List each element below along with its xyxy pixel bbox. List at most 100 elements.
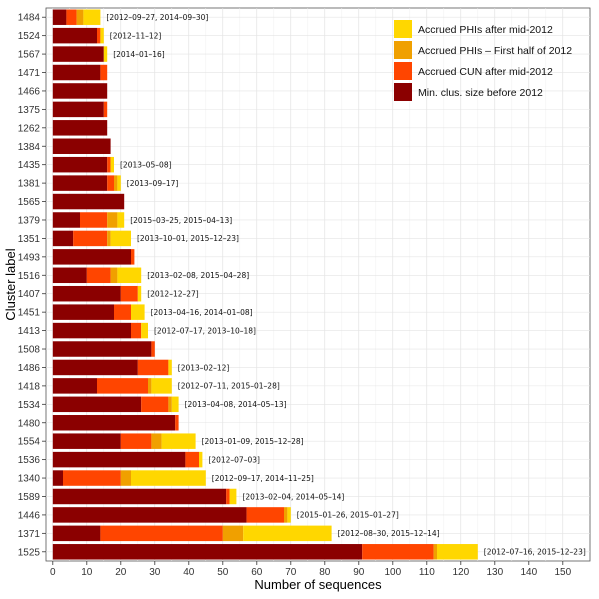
bar-segment-1484-series-1: [66, 9, 77, 25]
bar-segment-1508-series-1: [151, 341, 155, 357]
date-label-1413: [2012–07–17, 2013–10–18]: [154, 326, 256, 335]
bar-segment-1480-series-0: [52, 415, 176, 431]
bar-segment-1525-series-0: [52, 544, 363, 560]
y-tick-label-1524: 1524: [18, 31, 41, 42]
x-tick-label-110: 110: [419, 567, 435, 578]
date-label-1435: [2013–05–08]: [120, 160, 172, 169]
bar-segment-1451-series-0: [52, 304, 114, 320]
bar-segment-1418-series-3: [151, 378, 172, 394]
bar-segment-1451-series-3: [131, 304, 145, 320]
bar-segment-1486-series-3: [168, 359, 172, 376]
bar-segment-1407-series-1: [120, 285, 138, 302]
plot-panel: [45, 7, 591, 562]
date-label-1407: [2012–12–27]: [147, 290, 199, 299]
date-label-1589: [2013–02–04, 2014–05–14]: [242, 492, 344, 501]
bar-segment-1534-series-1: [141, 396, 169, 413]
bar-segment-1589-series-1: [226, 488, 230, 505]
y-tick-label-1480: 1480: [18, 418, 41, 429]
y-tick-label-1384: 1384: [18, 142, 41, 153]
bar-segment-1516-series-0: [52, 267, 87, 284]
bar-segment-1379-series-0: [52, 212, 80, 228]
x-axis-title: Number of sequences: [254, 577, 382, 592]
x-tick-label-30: 30: [149, 567, 161, 578]
x-tick-label-80: 80: [319, 567, 331, 578]
bar-segment-1340-series-1: [63, 470, 121, 486]
bar-segment-1525-series-3: [437, 544, 478, 560]
bar-segment-1534-series-0: [52, 396, 142, 413]
y-tick-label-1379: 1379: [18, 215, 41, 226]
y-tick-label-1446: 1446: [18, 510, 41, 521]
y-tick-label-1371: 1371: [18, 529, 41, 540]
bar-segment-1413-series-0: [52, 322, 131, 339]
bar-segment-1589-series-3: [229, 488, 237, 505]
y-tick-label-1516: 1516: [18, 271, 41, 282]
bar-segment-1525-series-1: [362, 544, 434, 560]
bar-segment-1375-series-0: [52, 101, 104, 118]
x-tick-label-100: 100: [384, 567, 401, 578]
bar-segment-1486-series-0: [52, 359, 138, 376]
y-tick-label-1536: 1536: [18, 455, 41, 466]
x-tick-label-10: 10: [81, 567, 93, 578]
bar-segment-1351-series-1: [73, 230, 108, 247]
bar-segment-1486-series-1: [137, 359, 169, 376]
date-label-1486: [2013–02–12]: [178, 363, 230, 372]
bar-segment-1351-series-2: [107, 230, 111, 247]
bar-segment-1413-series-1: [131, 322, 142, 339]
legend-swatch-series-1: [394, 62, 412, 80]
date-label-1379: [2015–03–25, 2015–04–13]: [130, 216, 232, 225]
x-tick-label-40: 40: [183, 567, 195, 578]
bar-segment-1379-series-2: [107, 212, 118, 228]
y-tick-label-1484: 1484: [18, 13, 41, 24]
bar-segment-1466-series-0: [52, 83, 108, 99]
x-tick-label-60: 60: [251, 567, 263, 578]
grid-lines: [46, 8, 590, 561]
bar-segment-1340-series-0: [52, 470, 63, 486]
y-tick-label-1589: 1589: [18, 492, 41, 503]
bar-segment-1407-series-3: [137, 285, 142, 302]
bar-segment-1381-series-1: [107, 175, 114, 191]
bar-segment-1418-series-1: [97, 378, 148, 394]
y-axis: 1484 1524 1567 1471 1466 1375 1262 1384 1435 1381…: [18, 13, 46, 558]
y-tick-label-1407: 1407: [18, 289, 41, 300]
date-label-1381: [2013–09–17]: [127, 179, 179, 188]
bar-segment-1484-series-3: [83, 9, 101, 25]
legend: Accrued PHIs after mid-2012 Accrued PHIs …: [394, 20, 572, 101]
bar-segment-1536-series-0: [52, 451, 186, 468]
bar-segment-1371-series-1: [100, 525, 223, 542]
bar-segment-1446-series-2: [284, 507, 288, 523]
bar-segment-1565-series-0: [52, 193, 125, 210]
date-label-1554: [2013–01–09, 2015–12–28]: [202, 437, 304, 446]
bar-segment-1471-series-1: [100, 64, 108, 81]
y-tick-label-1534: 1534: [18, 400, 41, 411]
bar-segment-1418-series-0: [52, 378, 97, 394]
date-label-1446: [2015–01–26, 2015–01–27]: [297, 511, 399, 520]
bar-segment-1534-series-2: [168, 396, 172, 413]
bar-segment-1371-series-2: [222, 525, 244, 542]
y-tick-label-1493: 1493: [18, 252, 41, 263]
bar-segment-1435-series-1: [107, 156, 111, 173]
bar-segment-1516-series-3: [117, 267, 142, 284]
bar-segment-1524-series-0: [52, 27, 97, 44]
bar-segment-1262-series-0: [52, 120, 108, 136]
legend-label-series-1: Accrued CUN after mid-2012: [418, 66, 553, 78]
date-label-1484: [2012–09–27, 2014–09–30]: [106, 13, 208, 22]
bar-segment-1381-series-2: [114, 175, 118, 191]
y-tick-label-1554: 1554: [18, 437, 41, 448]
bar-segment-1375-series-1: [103, 101, 108, 118]
bar-segment-1371-series-0: [52, 525, 101, 542]
x-tick-label-150: 150: [554, 567, 571, 578]
y-tick-label-1413: 1413: [18, 326, 41, 337]
bar-segment-1493-series-1: [131, 249, 135, 265]
y-axis-title: Cluster label: [3, 248, 18, 320]
x-tick-label-0: 0: [50, 567, 56, 578]
x-tick-label-20: 20: [115, 567, 127, 578]
date-label-1371: [2012–08–30, 2015–12–14]: [338, 529, 440, 538]
bar-segment-1418-series-2: [148, 378, 152, 394]
bar-segment-1407-series-0: [52, 285, 121, 302]
date-label-1536: [2012–07–03]: [208, 455, 260, 464]
date-label-1340: [2012–09–17, 2014–11–25]: [212, 474, 314, 483]
y-tick-label-1418: 1418: [18, 381, 41, 392]
bar-segment-1340-series-2: [120, 470, 131, 486]
x-axis: 0 10 20 30 40 50 60 70 80 90 100 110 120 130 140 150: [50, 561, 572, 578]
